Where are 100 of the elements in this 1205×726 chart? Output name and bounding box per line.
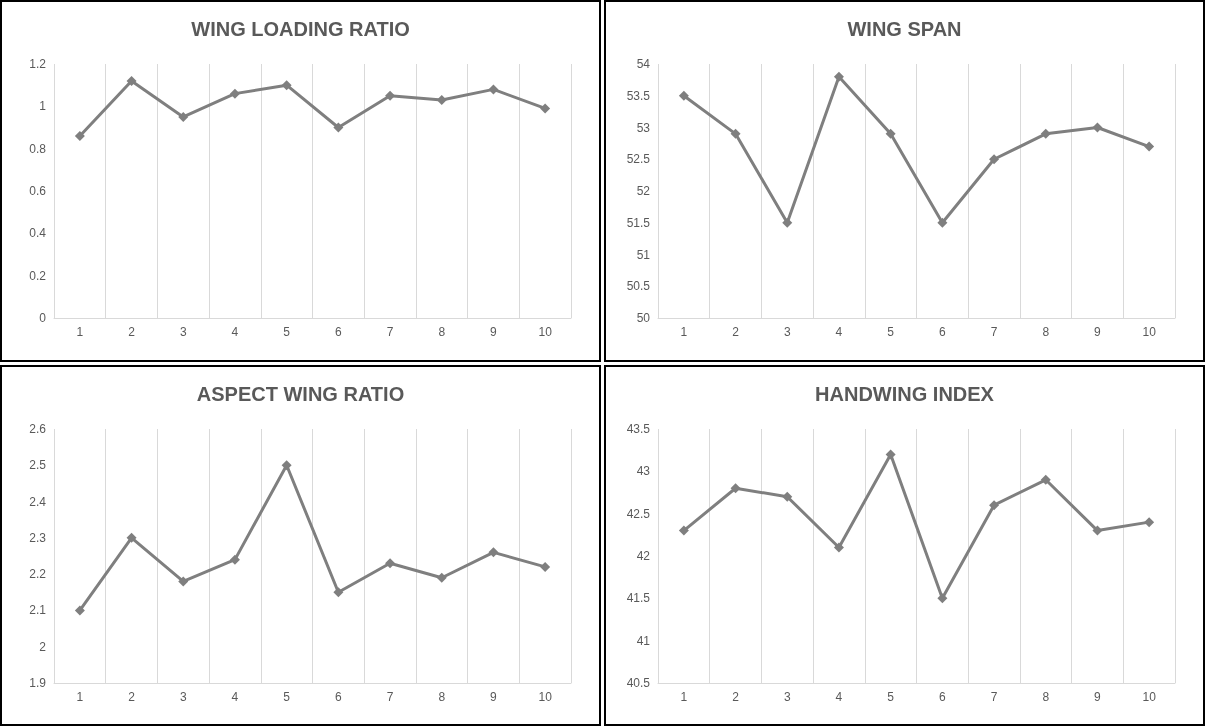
x-tick-label: 10 — [538, 325, 553, 339]
y-tick-label: 0.6 — [29, 184, 47, 198]
y-tick-label: 52.5 — [626, 152, 651, 167]
x-tick-label: 9 — [490, 689, 498, 704]
y-tick-label: 42.5 — [626, 506, 651, 521]
point — [730, 482, 741, 493]
x-tick-label: 5 — [887, 689, 895, 704]
point — [1040, 474, 1051, 485]
x-tick-label: 5 — [283, 325, 291, 339]
y-tick-label: 2 — [39, 639, 47, 654]
point — [1144, 141, 1155, 152]
x-tick-label: 7 — [386, 325, 394, 339]
y-tick-label: 53.5 — [626, 88, 651, 103]
point — [1092, 122, 1103, 133]
chart-title: HANDWING INDEX — [815, 382, 995, 405]
chart-title: ASPECT WING RATIO — [196, 382, 405, 405]
x-tick-label: 8 — [1042, 325, 1050, 339]
y-tick-label: 1.9 — [29, 675, 47, 690]
x-tick-label: 7 — [386, 689, 394, 704]
point — [281, 80, 292, 91]
y-tick-label: 50 — [636, 311, 651, 325]
x-tick-label: 7 — [990, 689, 998, 704]
point — [885, 448, 896, 459]
y-tick-label: 41.5 — [626, 590, 651, 605]
point — [833, 542, 844, 553]
point — [937, 592, 948, 603]
x-tick-label: 3 — [179, 325, 187, 339]
x-tick-label: 1 — [76, 325, 84, 339]
x-tick-label: 4 — [231, 689, 239, 704]
point — [730, 128, 741, 139]
y-tick-label: 2.5 — [29, 457, 47, 472]
point — [229, 88, 240, 99]
x-tick-label: 1 — [680, 689, 688, 704]
point — [989, 499, 1000, 510]
point — [488, 84, 499, 95]
y-tick-label: 0.2 — [29, 268, 47, 283]
point — [540, 561, 551, 572]
point — [782, 491, 793, 502]
chart-title: WING SPAN — [847, 18, 962, 40]
point — [1040, 128, 1051, 139]
point — [782, 217, 793, 228]
point — [1092, 525, 1103, 536]
y-tick-label: 0.4 — [29, 226, 47, 241]
point — [488, 546, 499, 557]
y-tick-label: 1.2 — [29, 57, 47, 71]
x-tick-label: 3 — [783, 325, 791, 339]
point — [74, 130, 85, 141]
y-tick-label: 2.3 — [29, 530, 47, 545]
x-tick-label: 6 — [335, 325, 343, 339]
point — [833, 71, 844, 82]
x-tick-label: 7 — [990, 325, 998, 339]
x-tick-label: 6 — [335, 689, 343, 704]
x-tick-label: 1 — [76, 689, 84, 704]
point — [178, 575, 189, 586]
y-tick-label: 2.1 — [29, 602, 47, 617]
x-tick-label: 5 — [283, 689, 291, 704]
point — [126, 532, 137, 543]
point — [229, 554, 240, 565]
point — [678, 525, 689, 536]
y-tick-label: 42 — [636, 548, 651, 563]
point — [1144, 516, 1155, 527]
point — [281, 459, 292, 470]
point — [678, 90, 689, 101]
point — [937, 217, 948, 228]
point — [436, 572, 447, 583]
chart-title: WING LOADING RATIO — [191, 18, 410, 40]
x-tick-label: 2 — [128, 689, 136, 704]
x-tick-label: 2 — [128, 325, 136, 339]
x-tick-label: 1 — [680, 325, 688, 339]
x-tick-label: 10 — [1142, 689, 1157, 704]
y-tick-label: 41 — [636, 633, 651, 648]
x-tick-label: 3 — [783, 689, 791, 704]
x-tick-label: 10 — [538, 689, 553, 704]
x-tick-label: 9 — [490, 325, 498, 339]
y-tick-label: 40.5 — [626, 675, 651, 690]
x-tick-label: 8 — [1042, 689, 1050, 704]
point — [74, 604, 85, 615]
x-tick-label: 3 — [179, 689, 187, 704]
y-tick-label: 43 — [636, 463, 651, 478]
x-tick-label: 4 — [835, 325, 843, 339]
point — [885, 128, 896, 139]
point — [540, 103, 551, 114]
y-tick-label: 53 — [636, 120, 651, 135]
point — [178, 111, 189, 122]
point — [333, 122, 344, 133]
y-tick-label: 1 — [39, 99, 47, 114]
x-tick-label: 8 — [438, 689, 446, 704]
x-tick-label: 2 — [732, 689, 740, 704]
x-tick-label: 4 — [231, 325, 239, 339]
x-tick-label: 4 — [835, 689, 843, 704]
y-tick-label: 51 — [636, 247, 651, 262]
y-tick-label: 2.4 — [29, 494, 47, 509]
x-tick-label: 10 — [1142, 325, 1157, 339]
y-tick-label: 52 — [636, 184, 651, 198]
x-tick-label: 9 — [1094, 325, 1102, 339]
y-tick-label: 0 — [39, 311, 47, 325]
point — [385, 557, 396, 568]
point — [126, 75, 137, 86]
y-tick-label: 0.8 — [29, 141, 47, 156]
x-tick-label: 5 — [887, 325, 895, 339]
